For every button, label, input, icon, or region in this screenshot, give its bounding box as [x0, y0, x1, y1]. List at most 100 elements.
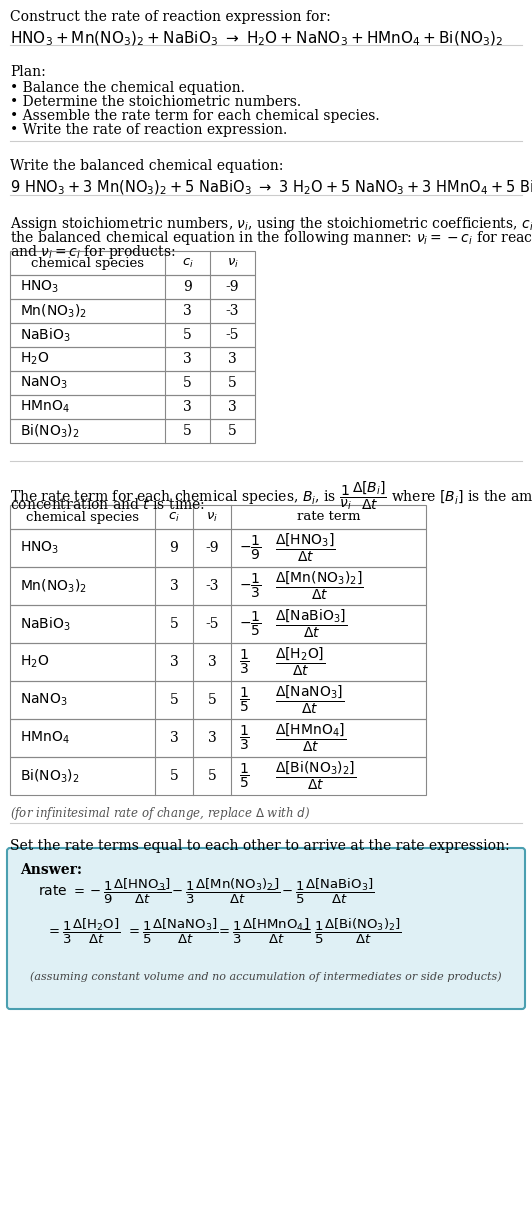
- Text: $\dfrac{\Delta[\mathrm{Bi(NO_3)_2}]}{\Delta t}$: $\dfrac{\Delta[\mathrm{Bi(NO_3)_2}]}{\De…: [275, 760, 356, 792]
- Text: $-\dfrac{1}{9}$: $-\dfrac{1}{9}$: [239, 534, 261, 562]
- Text: $= \dfrac{1}{5}\dfrac{\Delta[\mathrm{NaNO_3}]}{\Delta t}$: $= \dfrac{1}{5}\dfrac{\Delta[\mathrm{NaN…: [126, 917, 219, 946]
- Text: 3: 3: [170, 731, 178, 745]
- Text: $\mathrm{rate}$: $\mathrm{rate}$: [38, 884, 68, 898]
- Text: 9: 9: [170, 541, 178, 554]
- Text: 3: 3: [170, 655, 178, 669]
- Text: chemical species: chemical species: [31, 256, 144, 269]
- Text: $\dfrac{\Delta[\mathrm{NaNO_3}]}{\Delta t}$: $\dfrac{\Delta[\mathrm{NaNO_3}]}{\Delta …: [275, 684, 344, 716]
- Text: $= \dfrac{1}{3}\dfrac{\Delta[\mathrm{H_2O}]}{\Delta t}$: $= \dfrac{1}{3}\dfrac{\Delta[\mathrm{H_2…: [46, 917, 121, 946]
- Text: • Write the rate of reaction expression.: • Write the rate of reaction expression.: [10, 123, 287, 137]
- Text: and $\nu_i = c_i$ for products:: and $\nu_i = c_i$ for products:: [10, 243, 176, 261]
- Text: 5: 5: [228, 376, 237, 390]
- Text: $= \dfrac{1}{3}\dfrac{\Delta[\mathrm{HMnO_4}]}{\Delta t}$: $= \dfrac{1}{3}\dfrac{\Delta[\mathrm{HMn…: [216, 917, 310, 946]
- Text: $\dfrac{1}{5}$: $\dfrac{1}{5}$: [239, 686, 250, 714]
- Text: $\dfrac{\Delta[\mathrm{Mn(NO_3)_2}]}{\Delta t}$: $\dfrac{\Delta[\mathrm{Mn(NO_3)_2}]}{\De…: [275, 570, 364, 602]
- Text: 3: 3: [183, 400, 192, 414]
- Bar: [10, 681, 426, 719]
- Text: $= -\dfrac{1}{5}\dfrac{\Delta[\mathrm{NaBiO_3}]}{\Delta t}$: $= -\dfrac{1}{5}\dfrac{\Delta[\mathrm{Na…: [263, 876, 375, 906]
- Text: The rate term for each chemical species, $B_i$, is $\dfrac{1}{\nu_i}\dfrac{\Delt: The rate term for each chemical species,…: [10, 480, 532, 512]
- Text: chemical species: chemical species: [26, 511, 139, 523]
- Text: $\mathrm{NaNO_3}$: $\mathrm{NaNO_3}$: [20, 374, 68, 391]
- Text: $\dfrac{1}{3}$: $\dfrac{1}{3}$: [239, 647, 250, 676]
- Text: $\mathrm{H_2O}$: $\mathrm{H_2O}$: [20, 654, 49, 670]
- Bar: [10, 567, 426, 605]
- FancyBboxPatch shape: [7, 848, 525, 1009]
- Text: -5: -5: [205, 617, 219, 631]
- Text: $\mathrm{NaBiO_3}$: $\mathrm{NaBiO_3}$: [20, 326, 71, 344]
- Text: (assuming constant volume and no accumulation of intermediates or side products): (assuming constant volume and no accumul…: [30, 971, 502, 982]
- Text: • Determine the stoichiometric numbers.: • Determine the stoichiometric numbers.: [10, 95, 301, 109]
- Text: $\mathrm{NaNO_3}$: $\mathrm{NaNO_3}$: [20, 692, 68, 708]
- Text: 3: 3: [228, 400, 237, 414]
- Text: 3: 3: [183, 352, 192, 366]
- Bar: [10, 505, 426, 529]
- Text: 3: 3: [183, 304, 192, 318]
- Text: $\mathrm{H_2O}$: $\mathrm{H_2O}$: [20, 350, 49, 367]
- Text: $\mathrm{Mn(NO_3)_2}$: $\mathrm{Mn(NO_3)_2}$: [20, 302, 87, 320]
- Text: -9: -9: [205, 541, 219, 554]
- Bar: [10, 371, 255, 395]
- Text: rate term: rate term: [297, 511, 360, 523]
- Text: 5: 5: [183, 424, 192, 439]
- Text: 5: 5: [228, 424, 237, 439]
- Text: concentration and $t$ is time:: concentration and $t$ is time:: [10, 496, 205, 512]
- Text: $\mathrm{Bi(NO_3)_2}$: $\mathrm{Bi(NO_3)_2}$: [20, 423, 80, 440]
- Text: $\dfrac{\Delta[\mathrm{HMnO_4}]}{\Delta t}$: $\dfrac{\Delta[\mathrm{HMnO_4}]}{\Delta …: [275, 722, 346, 754]
- Text: Answer:: Answer:: [20, 863, 82, 877]
- Text: $-\dfrac{1}{5}$: $-\dfrac{1}{5}$: [239, 610, 261, 638]
- Text: $\mathrm{9\ HNO_3 + 3\ Mn(NO_3)_2 + 5\ NaBiO_3 \ \rightarrow \ 3\ H_2O + 5\ NaNO: $\mathrm{9\ HNO_3 + 3\ Mn(NO_3)_2 + 5\ N…: [10, 179, 532, 197]
- Text: $\mathrm{Mn(NO_3)_2}$: $\mathrm{Mn(NO_3)_2}$: [20, 577, 87, 594]
- Text: 5: 5: [170, 617, 178, 631]
- Text: the balanced chemical equation in the following manner: $\nu_i = -c_i$ for react: the balanced chemical equation in the fo…: [10, 230, 532, 246]
- Bar: [10, 275, 255, 300]
- Text: $= -\dfrac{1}{9}\dfrac{\Delta[\mathrm{HNO_3}]}{\Delta t}$: $= -\dfrac{1}{9}\dfrac{\Delta[\mathrm{HN…: [71, 876, 172, 906]
- Text: 3: 3: [228, 352, 237, 366]
- Text: -3: -3: [205, 579, 219, 593]
- Text: 5: 5: [170, 693, 178, 707]
- Text: $\dfrac{\Delta[\mathrm{HNO_3}]}{\Delta t}$: $\dfrac{\Delta[\mathrm{HNO_3}]}{\Delta t…: [275, 532, 336, 564]
- Text: 9: 9: [183, 280, 192, 294]
- Text: -5: -5: [226, 329, 239, 342]
- Text: $\dfrac{1}{3}$: $\dfrac{1}{3}$: [239, 724, 250, 753]
- Bar: [10, 300, 255, 323]
- Text: -3: -3: [226, 304, 239, 318]
- Text: $\dfrac{\Delta[\mathrm{NaBiO_3}]}{\Delta t}$: $\dfrac{\Delta[\mathrm{NaBiO_3}]}{\Delta…: [275, 608, 347, 640]
- Text: Assign stoichiometric numbers, $\nu_i$, using the stoichiometric coefficients, $: Assign stoichiometric numbers, $\nu_i$, …: [10, 215, 532, 233]
- Text: 5: 5: [183, 329, 192, 342]
- Bar: [10, 395, 255, 419]
- Text: 5: 5: [207, 693, 217, 707]
- Text: 5: 5: [207, 769, 217, 783]
- Text: 5: 5: [183, 376, 192, 390]
- Text: Construct the rate of reaction expression for:: Construct the rate of reaction expressio…: [10, 10, 331, 24]
- Text: $\dfrac{1}{5}$: $\dfrac{1}{5}$: [239, 762, 250, 790]
- Text: $\dfrac{\Delta[\mathrm{H_2O}]}{\Delta t}$: $\dfrac{\Delta[\mathrm{H_2O}]}{\Delta t}…: [275, 646, 326, 678]
- Text: $\mathrm{HNO_3}$: $\mathrm{HNO_3}$: [20, 540, 59, 556]
- Text: $\mathrm{NaBiO_3}$: $\mathrm{NaBiO_3}$: [20, 615, 71, 633]
- Text: $\mathrm{HNO_3 + Mn(NO_3)_2 + NaBiO_3 \ \rightarrow \ H_2O + NaNO_3 + HMnO_4 + B: $\mathrm{HNO_3 + Mn(NO_3)_2 + NaBiO_3 \ …: [10, 30, 504, 48]
- Text: $\mathrm{HMnO_4}$: $\mathrm{HMnO_4}$: [20, 399, 70, 416]
- Text: 3: 3: [207, 655, 217, 669]
- Bar: [10, 347, 255, 371]
- Text: $\nu_i$: $\nu_i$: [227, 256, 238, 269]
- Text: 3: 3: [170, 579, 178, 593]
- Text: 5: 5: [170, 769, 178, 783]
- Text: $\mathrm{Bi(NO_3)_2}$: $\mathrm{Bi(NO_3)_2}$: [20, 767, 80, 785]
- Text: $c_i$: $c_i$: [181, 256, 194, 269]
- Text: $= -\dfrac{1}{3}\dfrac{\Delta[\mathrm{Mn(NO_3)_2}]}{\Delta t}$: $= -\dfrac{1}{3}\dfrac{\Delta[\mathrm{Mn…: [153, 876, 280, 906]
- Bar: [10, 719, 426, 757]
- Bar: [10, 757, 426, 795]
- Text: -9: -9: [226, 280, 239, 294]
- Bar: [10, 419, 255, 443]
- Text: Set the rate terms equal to each other to arrive at the rate expression:: Set the rate terms equal to each other t…: [10, 840, 510, 853]
- Text: • Balance the chemical equation.: • Balance the chemical equation.: [10, 81, 245, 95]
- Text: (for infinitesimal rate of change, replace $\Delta$ with $d$): (for infinitesimal rate of change, repla…: [10, 805, 310, 821]
- Text: $\mathrm{HNO_3}$: $\mathrm{HNO_3}$: [20, 279, 59, 295]
- Text: 3: 3: [207, 731, 217, 745]
- Text: Write the balanced chemical equation:: Write the balanced chemical equation:: [10, 159, 284, 173]
- Text: • Assemble the rate term for each chemical species.: • Assemble the rate term for each chemic…: [10, 109, 380, 123]
- Bar: [10, 251, 255, 275]
- Text: Plan:: Plan:: [10, 65, 46, 79]
- Text: $c_i$: $c_i$: [168, 511, 180, 523]
- Text: $\mathrm{HMnO_4}$: $\mathrm{HMnO_4}$: [20, 730, 70, 747]
- Bar: [10, 323, 255, 347]
